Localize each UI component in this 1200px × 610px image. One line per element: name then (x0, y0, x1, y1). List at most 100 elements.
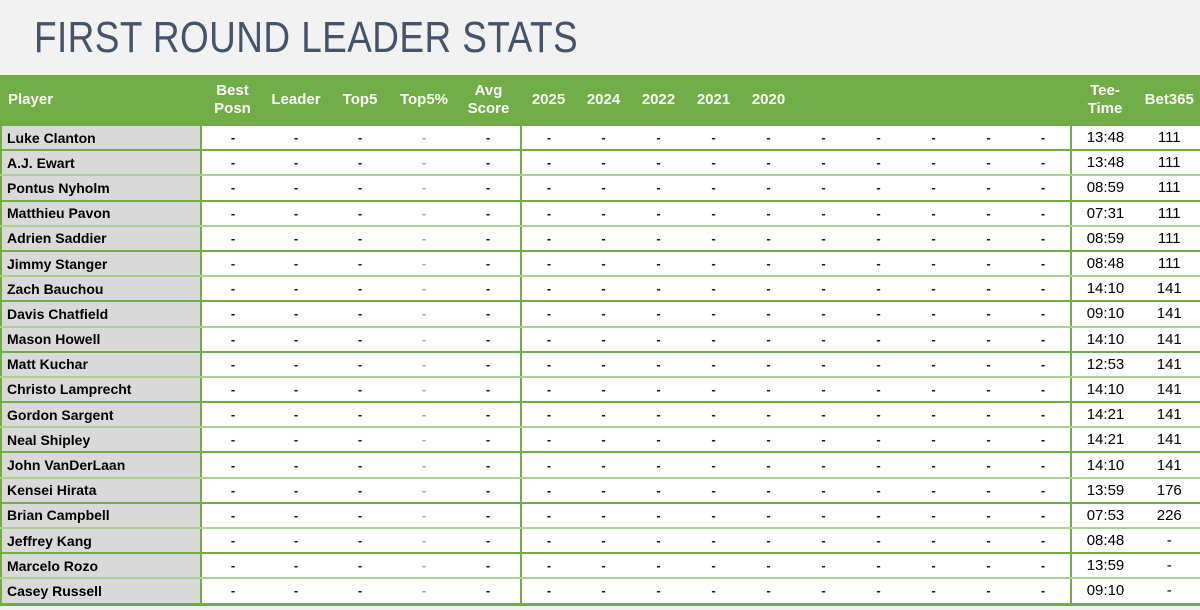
avg-score-cell: - (456, 225, 522, 252)
avg-score-cell: - (456, 125, 522, 152)
best-posn-cell: - (201, 250, 264, 278)
stat-cell: - (1016, 402, 1072, 429)
year-2022-cell: - (631, 276, 686, 303)
year-2025-cell: - (521, 578, 576, 606)
best-posn-cell: - (201, 502, 264, 530)
table-row: Davis Chatfield - - - - - - - - - - - - - - -09:10 141 (1, 301, 1200, 328)
stat-cell: - (961, 150, 1016, 177)
player-name-cell: Adrien Saddier (1, 225, 202, 252)
stat-cell: - (1016, 225, 1072, 252)
top5pct-cell: - (392, 175, 456, 202)
stat-cell: - (1016, 502, 1072, 530)
stat-cell: - (796, 578, 851, 606)
year-2022-cell: - (631, 477, 686, 504)
stat-cell: - (851, 225, 906, 252)
stat-cell: - (961, 250, 1016, 278)
best-posn-cell: - (201, 175, 264, 202)
stat-cell: - (906, 427, 961, 454)
top5pct-cell: - (392, 553, 456, 580)
tee-time-cell: 14:10 (1071, 326, 1139, 353)
leader-cell: - (264, 502, 328, 530)
best-posn-cell: - (201, 150, 264, 177)
bet365-cell: 111 (1139, 125, 1200, 152)
leader-cell: - (264, 250, 328, 278)
table-row: Jimmy Stanger - - - - - - - - - - - - - - -08:48 111 (1, 250, 1200, 278)
table-row: Luke Clanton - - - - - - - - - - - - - - -13:48 111 (1, 125, 1200, 152)
year-2022-cell: - (631, 200, 686, 227)
avg-score-cell: - (456, 402, 522, 429)
top5pct-cell: - (392, 376, 456, 404)
stat-cell: - (1016, 553, 1072, 580)
top5pct-cell: - (392, 150, 456, 177)
page-title: FIRST ROUND LEADER STATS (34, 12, 579, 62)
year-2024-cell: - (576, 351, 631, 378)
year-2024-cell: - (576, 376, 631, 404)
year-2022-cell: - (631, 175, 686, 202)
year-2024-cell: - (576, 326, 631, 353)
year-2024-cell: - (576, 225, 631, 252)
year-2024-cell: - (576, 427, 631, 454)
avg-score-cell: - (456, 528, 522, 555)
year-2022-cell: - (631, 427, 686, 454)
top5pct-cell: - (392, 250, 456, 278)
stat-cell: - (906, 200, 961, 227)
stat-cell: - (906, 402, 961, 429)
tee-time-cell: 07:31 (1071, 200, 1139, 227)
stat-cell: - (961, 351, 1016, 378)
stat-cell: - (961, 578, 1016, 606)
top5pct-cell: - (392, 225, 456, 252)
stat-cell: - (906, 477, 961, 504)
year-2021-cell: - (686, 402, 741, 429)
stat-cell: - (796, 351, 851, 378)
stat-cell: - (851, 301, 906, 328)
year-2025-cell: - (521, 200, 576, 227)
year-2021-cell: - (686, 528, 741, 555)
stat-cell: - (961, 477, 1016, 504)
top5-cell: - (328, 376, 392, 404)
top5-cell: - (328, 225, 392, 252)
player-name-cell: Marcelo Rozo (1, 553, 202, 580)
stat-cell: - (1016, 125, 1072, 152)
table-row: John VanDerLaan - - - - - - - - - - - - - - -14:10 141 (1, 452, 1200, 479)
year-2024-cell: - (576, 175, 631, 202)
top5pct-cell: - (392, 452, 456, 479)
stat-cell: - (906, 175, 961, 202)
year-2022-cell: - (631, 528, 686, 555)
stat-cell: - (796, 452, 851, 479)
stat-cell: - (796, 402, 851, 429)
year-2021-cell: - (686, 301, 741, 328)
top5pct-cell: - (392, 502, 456, 530)
stat-cell: - (796, 528, 851, 555)
stat-cell: - (851, 351, 906, 378)
tee-time-cell: 09:10 (1071, 578, 1139, 606)
leader-stats-body: Luke Clanton - - - - - - - - - - - - - - -13:48 111 A.J. … (1, 125, 1200, 606)
top5pct-cell: - (392, 477, 456, 504)
year-2025-cell: - (521, 528, 576, 555)
player-name-cell: John VanDerLaan (1, 452, 202, 479)
stat-cell: - (906, 452, 961, 479)
column-header-best-posn: Best Posn (201, 75, 264, 126)
stat-cell: - (1016, 301, 1072, 328)
best-posn-cell: - (201, 477, 264, 504)
column-header-leader: Leader (264, 75, 328, 126)
leader-cell: - (264, 578, 328, 606)
avg-score-cell: - (456, 150, 522, 177)
leader-cell: - (264, 150, 328, 177)
year-2022-cell: - (631, 150, 686, 177)
year-2020-cell: - (741, 553, 796, 580)
stat-cell: - (961, 528, 1016, 555)
avg-score-cell: - (456, 477, 522, 504)
player-name-cell: Mason Howell (1, 326, 202, 353)
year-2024-cell: - (576, 477, 631, 504)
year-2020-cell: - (741, 326, 796, 353)
stat-cell: - (851, 553, 906, 580)
best-posn-cell: - (201, 225, 264, 252)
bet365-cell: 111 (1139, 200, 1200, 227)
year-2020-cell: - (741, 452, 796, 479)
player-name-cell: Neal Shipley (1, 427, 202, 454)
column-header-2024: 2024 (576, 75, 631, 126)
top5-cell: - (328, 250, 392, 278)
player-name-cell: Jimmy Stanger (1, 250, 202, 278)
leader-cell: - (264, 427, 328, 454)
tee-time-cell: 14:10 (1071, 376, 1139, 404)
